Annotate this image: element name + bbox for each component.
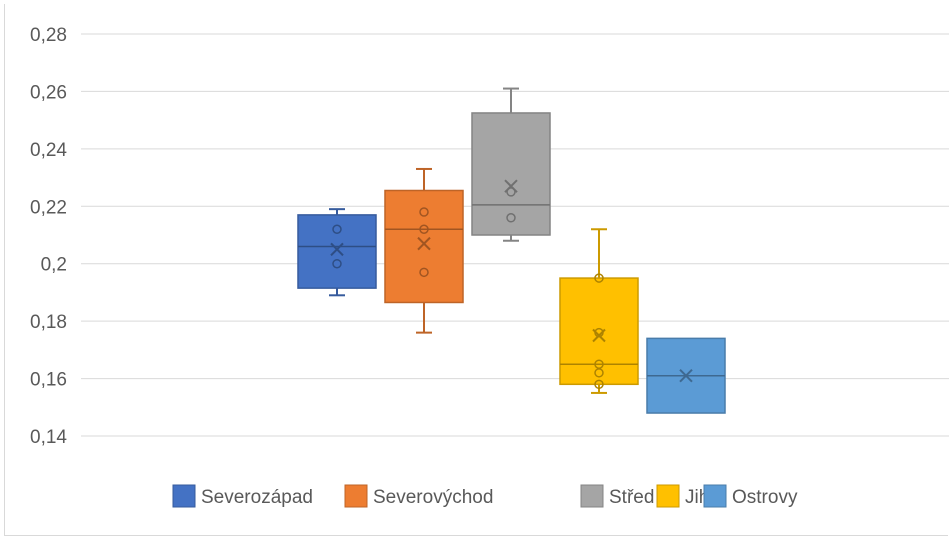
legend-label: Severozápad (201, 487, 313, 508)
legend-item-Severovýchod[interactable]: Severovýchod (344, 484, 493, 508)
legend-item-Ostrovy[interactable]: Ostrovy (703, 484, 798, 508)
data-point (594, 368, 604, 378)
mean-marker (330, 242, 344, 257)
legend-label: Ostrovy (732, 487, 798, 508)
legend-label: Severovýchod (373, 487, 493, 508)
box-body (384, 189, 464, 304)
box-Střed (471, 87, 551, 242)
legend-swatch (656, 484, 680, 508)
legend: Severozápad Severovýchod Střed Jih Ostrovy (172, 484, 798, 508)
data-point (506, 187, 516, 197)
box-series (297, 87, 726, 414)
box-Severovýchod (384, 167, 464, 334)
legend-label: Střed (609, 487, 654, 508)
legend-swatch (580, 484, 604, 508)
y-tick-label: 0,2 (41, 255, 67, 276)
data-point (332, 224, 342, 235)
data-point (332, 258, 342, 269)
legend-item-Střed[interactable]: Střed (580, 484, 654, 508)
box-body (471, 112, 551, 236)
legend-swatch (172, 484, 196, 508)
data-point (419, 207, 429, 217)
box-Jih (559, 228, 639, 394)
y-tick-label: 0,24 (30, 140, 67, 161)
y-axis-tick-labels: 0,14 0,16 0,18 0,2 0,22 0,24 0,26 0,28 (30, 25, 67, 448)
box-body (559, 277, 639, 386)
mean-marker (417, 236, 431, 251)
y-tick-label: 0,14 (30, 427, 67, 448)
y-tick-label: 0,26 (30, 82, 67, 103)
chart-frame: 0,14 0,16 0,18 0,2 0,22 0,24 0,26 0,28 Severozá… (4, 4, 949, 536)
y-tick-label: 0,22 (30, 197, 67, 218)
legend-swatch (703, 484, 727, 508)
legend-item-Severozápad[interactable]: Severozápad (172, 484, 313, 508)
data-point (594, 273, 604, 283)
y-tick-label: 0,18 (30, 312, 67, 333)
data-point (419, 267, 429, 278)
box-body (297, 214, 377, 289)
legend-item-Jih[interactable]: Jih (656, 484, 709, 508)
y-tick-label: 0,16 (30, 370, 67, 391)
mean-marker (679, 368, 693, 383)
data-point (419, 224, 429, 235)
data-point (506, 213, 516, 223)
mean-marker (504, 179, 518, 193)
legend-label: Jih (685, 487, 709, 508)
data-point (594, 379, 604, 390)
box-Severozápad (297, 208, 377, 297)
box-plot-chart: 0,14 0,16 0,18 0,2 0,22 0,24 0,26 0,28 Severozá… (30, 25, 949, 508)
box-Ostrovy (646, 337, 726, 414)
mean-marker (592, 328, 606, 343)
legend-swatch (344, 484, 368, 508)
y-tick-label: 0,28 (30, 25, 67, 46)
